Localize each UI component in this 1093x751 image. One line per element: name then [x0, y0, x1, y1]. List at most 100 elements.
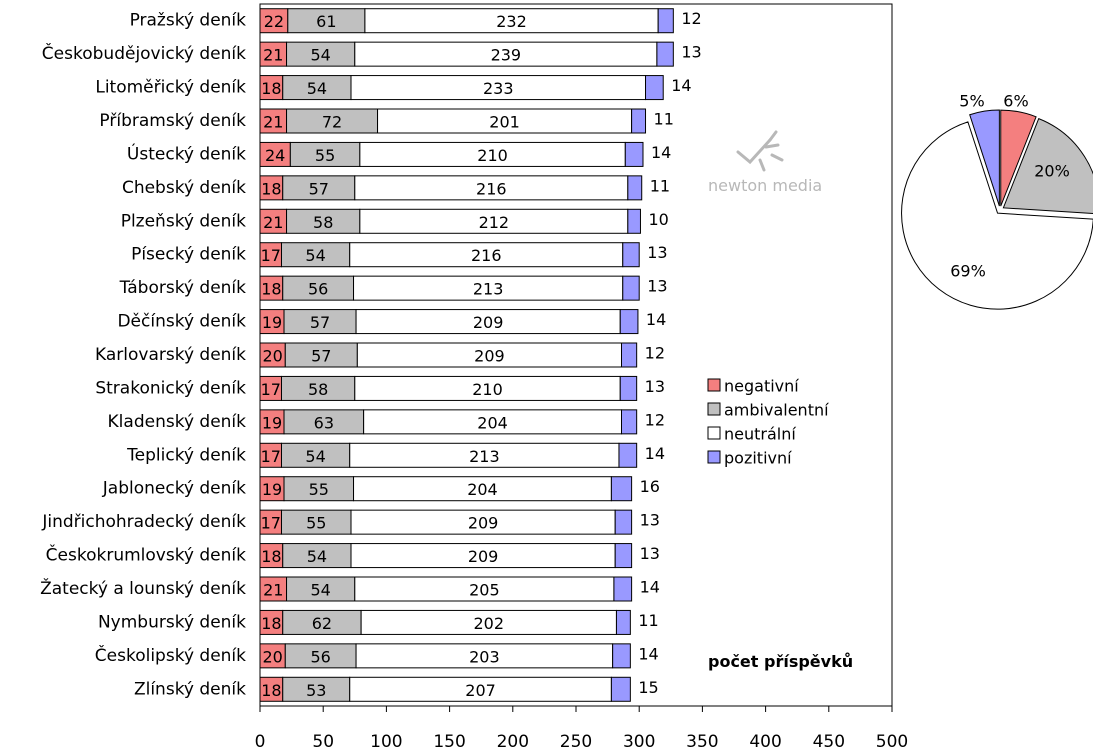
pie-label-neutralni: 69% [950, 262, 986, 281]
category-label: Jablonecký deník [102, 479, 246, 499]
data-label-ambivalentni: 54 [305, 246, 325, 265]
bar-segment-ambivalentni [286, 41, 356, 67]
x-tick-label: 100 [370, 732, 402, 751]
bar-segment-pozitivni [615, 609, 631, 635]
bar-segment-ambivalentni [289, 141, 361, 167]
bar-segment-negativni [259, 108, 288, 134]
data-label-pozitivni: 13 [647, 277, 667, 296]
data-label-negativni: 22 [264, 12, 284, 31]
bar-row-litomericky-denik: Litoměřický deník 18 54 233 14 [95, 75, 692, 101]
bar-segment-negativni [259, 41, 288, 67]
bar-segment-negativni [259, 576, 288, 602]
data-label-ambivalentni: 62 [312, 614, 332, 633]
x-tick-label: 300 [623, 732, 655, 751]
data-label-negativni: 17 [261, 246, 281, 265]
legend-label: neutrální [724, 425, 796, 444]
category-label: Kladenský deník [108, 412, 247, 432]
legend-swatch [707, 426, 721, 440]
bar-segment-pozitivni [657, 8, 674, 34]
newton-media-logo: newton media [708, 130, 822, 195]
data-label-negativni: 21 [263, 46, 283, 65]
x-tick-label: 0 [255, 732, 266, 751]
bar-segment-pozitivni [631, 108, 647, 134]
data-label-negativni: 18 [261, 681, 281, 700]
bar-segment-pozitivni [610, 676, 631, 702]
data-label-ambivalentni: 54 [307, 79, 327, 98]
data-label-pozitivni: 13 [647, 243, 667, 262]
bar-segment-negativni [259, 643, 286, 669]
data-label-negativni: 19 [262, 413, 282, 432]
data-label-negativni: 21 [263, 581, 283, 600]
data-label-ambivalentni: 72 [322, 113, 342, 132]
category-label: Českolipský deník [95, 644, 246, 666]
data-label-pozitivni: 13 [640, 511, 660, 530]
legend-swatch [707, 402, 721, 416]
bar-segment-neutralni [353, 476, 612, 502]
data-label-negativni: 18 [261, 79, 281, 98]
data-label-pozitivni: 12 [681, 9, 701, 28]
data-label-neutralni: 212 [479, 213, 510, 232]
bar-segment-neutralni [360, 609, 617, 635]
category-label: Žatecký a lounský deník [40, 577, 246, 599]
bar-segment-ambivalentni [284, 342, 358, 368]
category-label: Jindřichohradecký deník [41, 512, 246, 532]
bar-segment-pozitivni [645, 75, 664, 101]
bar-row-kladensky-denik: Kladenský deník 19 63 204 12 [108, 409, 665, 435]
chart-annotation: počet příspěvků [708, 652, 853, 671]
bar-segment-ambivalentni [284, 643, 357, 669]
legend: negativní ambivalentní neutrální pozitivní [707, 377, 829, 468]
pie-slice-neutralni [901, 121, 1093, 310]
bar-row-decinsky-denik: Děčínský deník 19 57 209 14 [117, 309, 666, 335]
data-label-ambivalentni: 57 [309, 179, 329, 198]
legend-entry-neutralni: neutrální [707, 425, 796, 444]
data-label-neutralni: 209 [473, 313, 504, 332]
bar-segment-negativni [259, 409, 285, 435]
data-label-neutralni: 210 [477, 146, 508, 165]
bar-row-karlovarsky-denik: Karlovarský deník 20 57 209 12 [95, 342, 665, 368]
bar-segment-ambivalentni [286, 108, 379, 134]
legend-entry-pozitivni: pozitivní [707, 449, 792, 468]
bar-segment-neutralni [353, 275, 624, 301]
bar-segment-neutralni [354, 375, 621, 401]
x-tick-label: 250 [560, 732, 592, 751]
data-label-pozitivni: 16 [640, 477, 660, 496]
data-label-neutralni: 204 [467, 480, 498, 499]
data-label-negativni: 18 [261, 179, 281, 198]
data-label-pozitivni: 14 [645, 444, 665, 463]
data-label-ambivalentni: 58 [308, 380, 328, 399]
data-label-negativni: 20 [262, 647, 282, 666]
bar-segment-ambivalentni [280, 242, 351, 268]
data-label-neutralni: 201 [489, 113, 520, 132]
category-label: Karlovarský deník [95, 345, 246, 365]
legend-entry-negativni: negativní [707, 377, 799, 396]
data-label-negativni: 18 [261, 614, 281, 633]
data-label-ambivalentni: 58 [313, 213, 333, 232]
data-label-pozitivni: 11 [654, 110, 674, 129]
bar-row-pisecky-denik: Písecký deník 17 54 216 13 [131, 242, 668, 268]
bar-row-ceskobudejovicky-denik: Českobudějovický deník 21 54 239 13 [42, 41, 702, 67]
category-label: Zlínský deník [134, 679, 246, 699]
bar-row-zatecky-a-lounsky-denik: Žatecký a lounský deník 21 54 205 14 [40, 576, 660, 602]
category-label: Českobudějovický deník [42, 42, 246, 64]
data-label-pozitivni: 12 [645, 344, 665, 363]
bar-segment-negativni [259, 208, 288, 234]
bar-segment-negativni [259, 8, 289, 34]
data-label-ambivalentni: 54 [307, 547, 327, 566]
data-label-neutralni: 202 [474, 614, 505, 633]
data-label-neutralni: 209 [468, 514, 499, 533]
pie-slice-ambivalentni [1002, 117, 1093, 214]
pie-chart: 6% 20% 69% 5% [901, 92, 1093, 310]
pie-slice-negativni [1000, 109, 1037, 207]
bar-segment-neutralni [355, 309, 621, 335]
data-label-neutralni: 205 [469, 581, 500, 600]
data-label-pozitivni: 14 [640, 578, 660, 597]
bar-segment-ambivalentni [282, 543, 352, 569]
data-label-negativni: 17 [261, 514, 281, 533]
data-label-ambivalentni: 55 [309, 480, 329, 499]
data-label-neutralni: 203 [469, 647, 500, 666]
category-label: Táborský deník [119, 278, 246, 298]
bar-segment-pozitivni [622, 242, 640, 268]
category-label: Českokrumlovský deník [46, 544, 246, 566]
data-label-pozitivni: 12 [645, 410, 665, 429]
x-tick-label: 150 [433, 732, 465, 751]
